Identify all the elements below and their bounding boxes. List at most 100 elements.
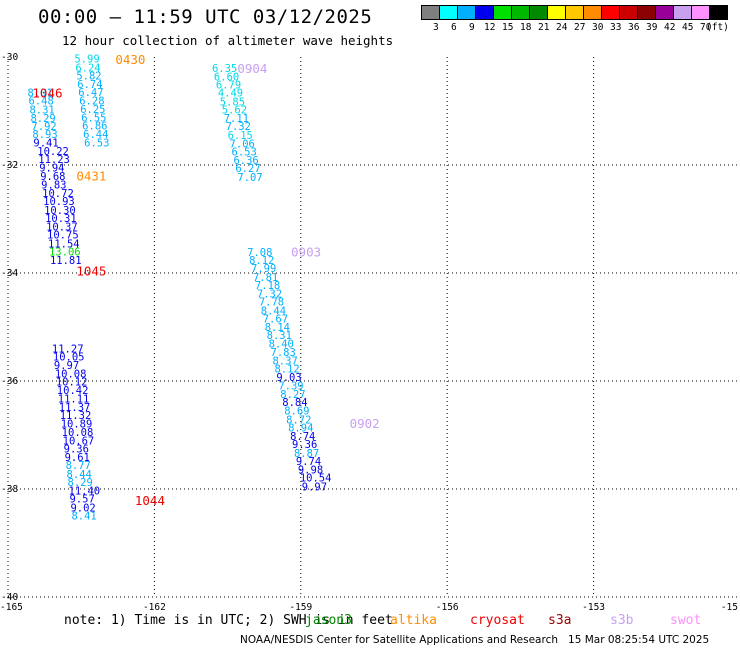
wave-height-value: 6.15 [228, 130, 253, 142]
wave-height-value: 6.36 [233, 155, 258, 167]
wave-height-value: 9.41 [33, 137, 58, 149]
wave-height-value: 8.69 [284, 406, 309, 418]
legend-label: 45 [682, 22, 694, 33]
wave-height-value: 8.87 [294, 448, 319, 460]
wave-height-value: 6.55 [81, 112, 106, 124]
wave-height-value: 7.39 [278, 380, 303, 392]
wave-height-value: 11.81 [50, 255, 82, 267]
wave-height-value: 6.35 [212, 63, 237, 75]
wave-height-value: 6.53 [84, 137, 109, 149]
wave-height-value: 6.28 [79, 96, 104, 108]
legend-label: 42 [664, 22, 676, 33]
pass-time-label: 0904 [237, 61, 267, 76]
wave-height-value: 9.74 [296, 456, 321, 468]
wave-height-value: 9.83 [41, 179, 66, 191]
wave-height-value: 10.08 [55, 368, 87, 380]
wave-height-value: 8.74 [290, 431, 315, 443]
wave-height-value: 10.12 [56, 377, 88, 389]
y-tick-label: -36 [1, 376, 18, 387]
wave-height-value: 6.86 [82, 121, 107, 133]
wave-height-value: 11.37 [59, 402, 91, 414]
map-title: 00:00 – 11:59 UTC 03/12/2025 [38, 6, 373, 28]
wave-height-value: 6.47 [78, 87, 103, 99]
wave-height-value: 10.67 [63, 435, 95, 447]
credit-line: NOAA/NESDIS Center for Satellite Applica… [240, 634, 710, 646]
wave-height-value: 11.23 [38, 154, 70, 166]
y-tick-label: -32 [1, 160, 18, 171]
map-subtitle: 12 hour collection of altimeter wave hei… [62, 33, 394, 48]
wave-height-value: 10.30 [44, 205, 76, 217]
legend-label: 12 [484, 22, 496, 33]
grid-lines [8, 57, 740, 597]
wave-height-value: 9.03 [276, 372, 301, 384]
x-tick-label: -165 [0, 602, 23, 612]
satellite-jason3: jason3 [305, 613, 352, 628]
wave-height-value: 9.68 [40, 171, 65, 183]
legend-label: 70 [700, 22, 712, 33]
wave-height-value: 8.31 [29, 104, 54, 116]
wave-height-value: 8.94 [288, 422, 313, 434]
wave-height-value: 8.14 [265, 322, 290, 334]
legend-label: 18 [520, 22, 532, 33]
wave-height-value: 8.12 [274, 364, 299, 376]
legend-label: 33 [610, 22, 622, 33]
wave-height-value: 7.83 [271, 347, 296, 359]
satellite-s3b: s3b [610, 613, 634, 628]
wave-height-value: 10.75 [47, 230, 79, 242]
x-tick-label: -15 [721, 602, 738, 612]
satellite-key: jason3 altika cryosat s3a s3b swot [0, 613, 740, 629]
satellite-s3a: s3a [548, 613, 572, 628]
wave-height-value: 7.81 [253, 272, 278, 284]
wave-height-value: 11.54 [48, 238, 80, 250]
wave-height-value: 8.37 [272, 355, 297, 367]
wave-height-value: 4.49 [218, 88, 243, 100]
wave-height-value: 10.08 [62, 427, 94, 439]
wave-height-value: 8.29 [30, 113, 55, 125]
pass-time-label: 1046 [32, 86, 62, 101]
wave-height-value: 6.27 [235, 163, 260, 175]
wave-height-value: 9.36 [64, 444, 89, 456]
pass-time-labels: 0430 1046 0431 1045 1044 0904 0903 0902 [32, 52, 379, 508]
legend-labels: 3 6 9 12 15 18 21 24 27 30 33 36 39 42 45 70 (ft) [422, 20, 729, 34]
satellite-swot: swot [670, 613, 702, 628]
wave-height-map: -30 -32 -34 -36 -38 -40-165 -162 -159 -156 -153 -1… [0, 52, 740, 612]
wave-height-value: 13.06 [49, 246, 81, 258]
wave-height-value: 9.57 [69, 494, 94, 506]
legend-label: 39 [646, 22, 658, 33]
wave-height-value: 8.31 [267, 330, 292, 342]
wave-height-value: 10.05 [53, 352, 85, 364]
pass-time-label: 0902 [350, 416, 380, 431]
wave-height-value: 5.85 [220, 96, 245, 108]
wave-height-value: 6.24 [75, 62, 100, 74]
wave-height-value: 10.37 [46, 222, 78, 234]
wave-height-value: 8.84 [282, 397, 307, 409]
legend-swatch [709, 5, 728, 20]
footnote: note: 1) Time is in UTC; 2) SWH is in fe… [64, 613, 393, 628]
wave-height-value: 6.60 [214, 71, 239, 83]
legend-label: 15 [502, 22, 514, 33]
pass-time-label: 0431 [76, 168, 106, 183]
wave-height-value: 10.31 [45, 213, 77, 225]
wave-height-value: 8.72 [286, 414, 311, 426]
legend-label: 21 [538, 22, 550, 33]
wave-height-value: 6.53 [232, 147, 257, 159]
wave-height-value: 8.77 [66, 460, 91, 472]
wave-height-value: 8.44 [67, 469, 92, 481]
pass-time-label: 1045 [76, 263, 106, 278]
wave-height-value: 11.11 [58, 393, 90, 405]
wave-height-value: 10.93 [43, 196, 75, 208]
wave-height-value: 8.44 [261, 305, 286, 317]
wave-height-value: 8.41 [71, 510, 96, 522]
wave-height-value: 8.93 [32, 129, 57, 141]
wave-height-value: 7.67 [263, 313, 288, 325]
satellite-altika: altika [390, 613, 437, 628]
wave-height-value: 5.62 [222, 104, 247, 116]
legend-swatches [421, 5, 728, 20]
wave-height-value: 6.44 [83, 129, 108, 141]
wave-height-value: 9.97 [302, 481, 327, 493]
wave-height-value: 9.61 [65, 452, 90, 464]
y-tick-label: -30 [1, 52, 18, 63]
x-tick-label: -159 [289, 602, 312, 612]
color-legend: 3 6 9 12 15 18 21 24 27 30 33 36 39 42 45 70 (ft) [421, 5, 729, 34]
y-tick-label: -38 [1, 484, 18, 495]
